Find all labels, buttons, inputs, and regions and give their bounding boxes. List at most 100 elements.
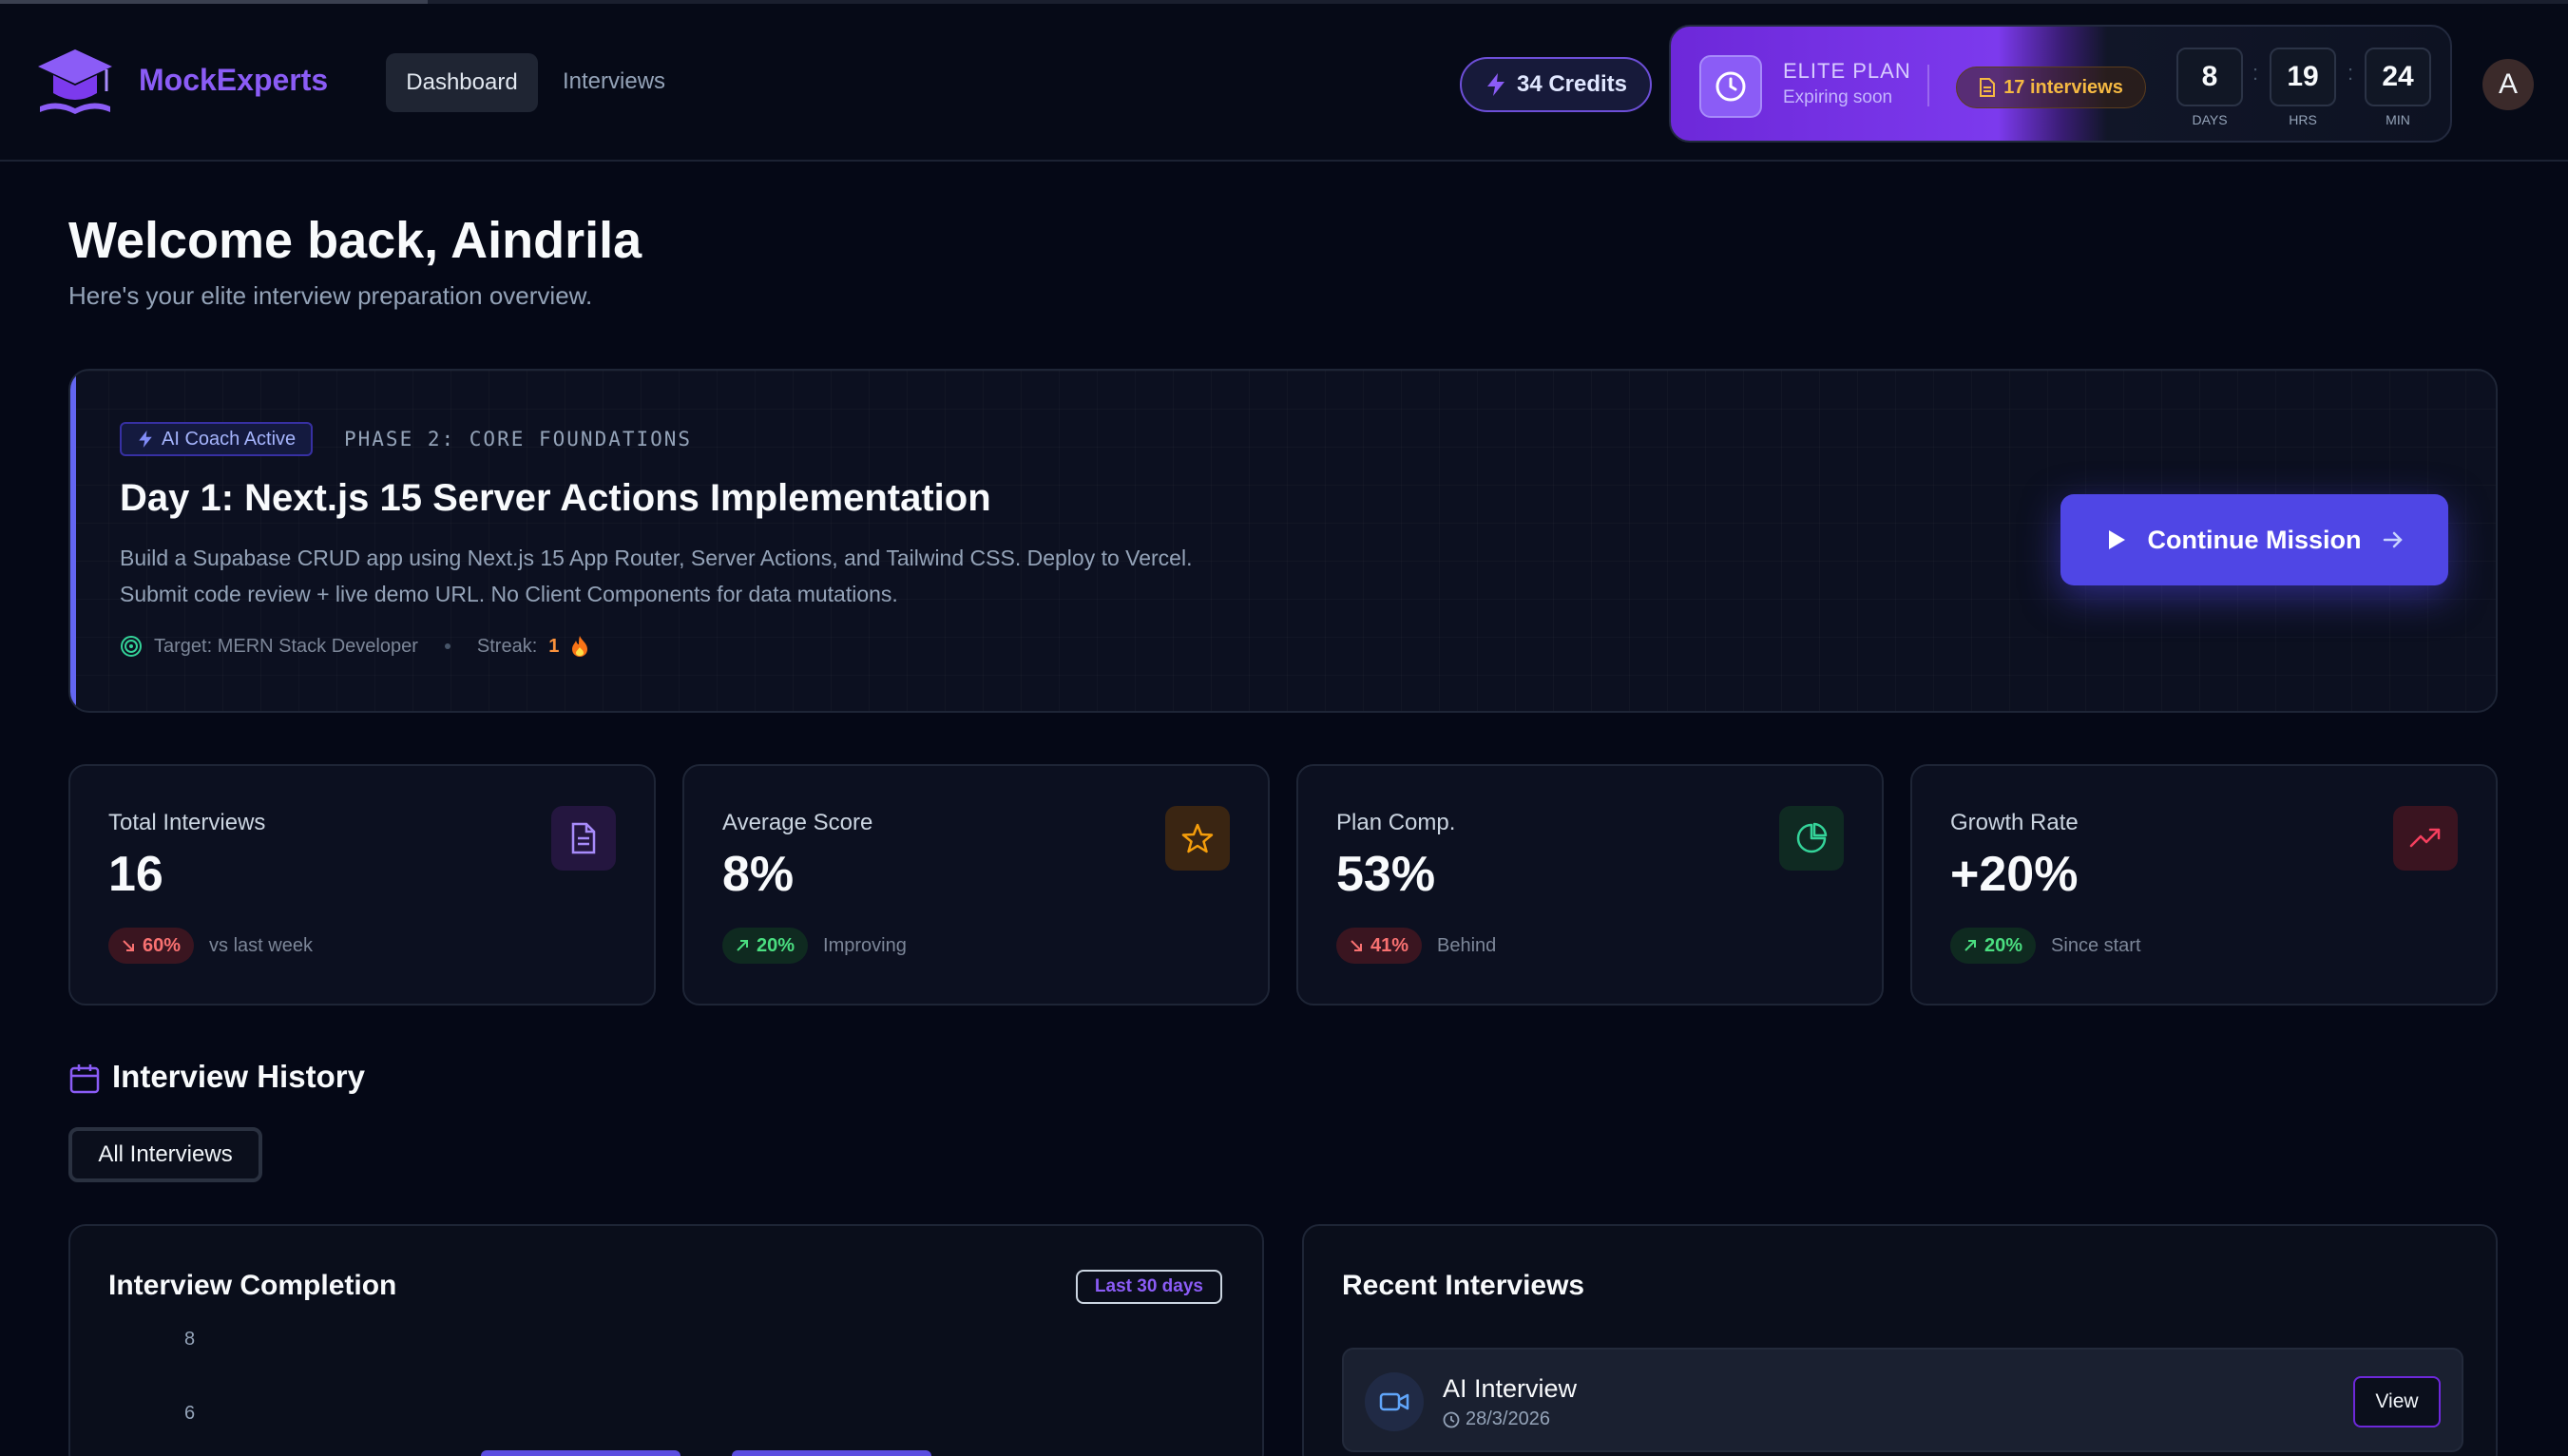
timer-hours: 19 <box>2270 48 2336 106</box>
star-icon <box>1165 806 1230 871</box>
change-chip: 20% <box>722 928 809 964</box>
page-subtitle: Here's your elite interview preparation … <box>68 281 593 310</box>
credits-badge[interactable]: 34 Credits <box>1460 57 1652 112</box>
document-icon <box>551 806 616 871</box>
top-header: MockExperts Dashboard Interviews 34 Cred… <box>0 4 2568 162</box>
timer-hours-label: HRS <box>2289 112 2317 127</box>
stat-label: Plan Comp. <box>1336 810 1456 835</box>
change-value: 20% <box>1984 934 2023 956</box>
stat-card-total-interviews: Total Interviews 16 60% vs last week <box>68 764 656 1006</box>
change-chip: 41% <box>1336 928 1423 964</box>
graduation-cap-icon <box>38 49 112 114</box>
mission-phase: PHASE 2: CORE FOUNDATIONS <box>344 428 693 450</box>
change-chip: 60% <box>108 928 195 964</box>
arrow-up-right-icon <box>1964 940 1976 951</box>
chart-bar <box>481 1450 680 1456</box>
view-button[interactable]: View <box>2353 1376 2441 1427</box>
stat-label: Total Interviews <box>108 810 266 835</box>
streak-value: 1 <box>548 635 560 657</box>
stat-card-average-score: Average Score 8% 20% Improving <box>682 764 1270 1006</box>
lightning-icon <box>1486 73 1504 96</box>
plan-status: Expiring soon <box>1783 87 1893 107</box>
stat-value: 16 <box>108 847 163 902</box>
timer-days: 8 <box>2176 48 2243 106</box>
pie-chart-icon <box>1779 806 1844 871</box>
document-icon <box>1980 78 1996 97</box>
nav-interviews[interactable]: Interviews <box>563 68 666 94</box>
arrow-down-right-icon <box>123 940 134 951</box>
stat-footer: 20% Since start <box>1950 928 2141 964</box>
y-tick-label: 6 <box>184 1403 196 1424</box>
change-value: 41% <box>1370 934 1409 956</box>
continue-mission-button[interactable]: Continue Mission <box>2060 494 2448 585</box>
recent-interviews-panel: Recent Interviews AI Interview 28/3/2026… <box>1302 1224 2498 1456</box>
mission-card: AI Coach Active PHASE 2: CORE FOUNDATION… <box>68 369 2498 713</box>
play-icon <box>2108 530 2125 549</box>
timer-days-label: DAYS <box>2192 112 2228 127</box>
timer-colon: : <box>2348 61 2354 85</box>
change-chip: 20% <box>1950 928 2037 964</box>
mission-meta: Target: MERN Stack Developer Streak: 1 <box>120 635 589 658</box>
plan-name: ELITE PLAN <box>1783 59 1911 83</box>
plan-interviews-label: 17 interviews <box>2003 76 2123 98</box>
credits-label: 34 Credits <box>1516 71 1628 97</box>
history-title: Interview History <box>112 1059 365 1094</box>
plan-card[interactable]: ELITE PLAN Expiring soon 17 interviews 8… <box>1669 25 2452 143</box>
video-camera-icon <box>1365 1372 1424 1431</box>
clock-icon <box>1699 55 1762 118</box>
change-note: Since start <box>2051 934 2141 956</box>
completion-title: Interview Completion <box>108 1270 397 1301</box>
y-tick-label: 8 <box>184 1329 196 1350</box>
fire-icon <box>572 636 588 657</box>
stat-footer: 60% vs last week <box>108 928 313 964</box>
mission-target: Target: MERN Stack Developer <box>154 635 418 657</box>
avatar[interactable]: A <box>2482 59 2534 110</box>
timer-colon: : <box>2252 61 2259 85</box>
ai-coach-badge: AI Coach Active <box>120 422 314 456</box>
calendar-icon <box>69 1064 100 1094</box>
brand-name[interactable]: MockExperts <box>139 63 329 97</box>
date-range-badge[interactable]: Last 30 days <box>1075 1270 1222 1304</box>
list-item[interactable]: AI Interview 28/3/2026 View <box>1342 1348 2463 1452</box>
lightning-icon <box>139 431 152 448</box>
arrow-right-icon <box>2383 531 2403 548</box>
recent-title: Recent Interviews <box>1342 1270 1585 1301</box>
chart-bar <box>732 1450 931 1456</box>
interview-date-text: 28/3/2026 <box>1466 1408 1550 1429</box>
mission-title: Day 1: Next.js 15 Server Actions Impleme… <box>120 477 991 519</box>
plan-interviews-badge: 17 interviews <box>1956 67 2146 108</box>
stat-footer: 20% Improving <box>722 928 907 964</box>
stat-label: Average Score <box>722 810 873 835</box>
streak-label: Streak: <box>476 635 538 657</box>
stat-value: 53% <box>1336 847 1436 902</box>
plan-divider <box>1927 65 1929 106</box>
timer-minutes: 24 <box>2365 48 2431 106</box>
arrow-down-right-icon <box>1351 940 1362 951</box>
meta-separator <box>444 643 450 649</box>
change-value: 60% <box>143 934 182 956</box>
mission-description: Build a Supabase CRUD app using Next.js … <box>120 546 1193 606</box>
mission-accent-bar <box>70 371 76 711</box>
stat-card-growth-rate: Growth Rate +20% 20% Since start <box>1910 764 2498 1006</box>
stat-footer: 41% Behind <box>1336 928 1496 964</box>
interview-name: AI Interview <box>1443 1374 1578 1403</box>
interview-date: 28/3/2026 <box>1443 1408 1550 1430</box>
arrow-up-right-icon <box>737 940 748 951</box>
change-note: vs last week <box>209 934 313 956</box>
target-icon <box>121 636 142 657</box>
stat-card-plan-completion: Plan Comp. 53% 41% Behind <box>1296 764 1884 1006</box>
continue-mission-label: Continue Mission <box>2147 525 2362 554</box>
page-title: Welcome back, Aindrila <box>68 212 642 269</box>
interview-completion-panel: Interview Completion Last 30 days 8 6 <box>68 1224 1264 1456</box>
clock-icon <box>1443 1411 1460 1427</box>
ai-coach-label: AI Coach Active <box>162 428 297 450</box>
timer-minutes-label: MIN <box>2386 112 2410 127</box>
change-value: 20% <box>757 934 795 956</box>
top-loading-line <box>0 0 2568 4</box>
all-interviews-filter[interactable]: All Interviews <box>68 1127 262 1182</box>
stat-value: +20% <box>1950 847 2079 902</box>
nav-dashboard[interactable]: Dashboard <box>386 53 538 112</box>
change-note: Improving <box>823 934 907 956</box>
stat-value: 8% <box>722 847 795 902</box>
trending-up-icon <box>2393 806 2458 871</box>
